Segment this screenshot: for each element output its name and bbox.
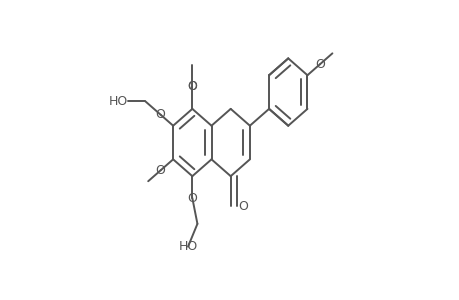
Text: HO: HO bbox=[178, 240, 197, 253]
Text: O: O bbox=[187, 80, 197, 94]
Text: O: O bbox=[314, 58, 324, 71]
Text: O: O bbox=[187, 80, 197, 94]
Text: O: O bbox=[156, 164, 165, 177]
Text: O: O bbox=[156, 108, 165, 121]
Text: O: O bbox=[238, 200, 247, 213]
Text: O: O bbox=[187, 191, 197, 205]
Text: HO: HO bbox=[108, 95, 127, 108]
